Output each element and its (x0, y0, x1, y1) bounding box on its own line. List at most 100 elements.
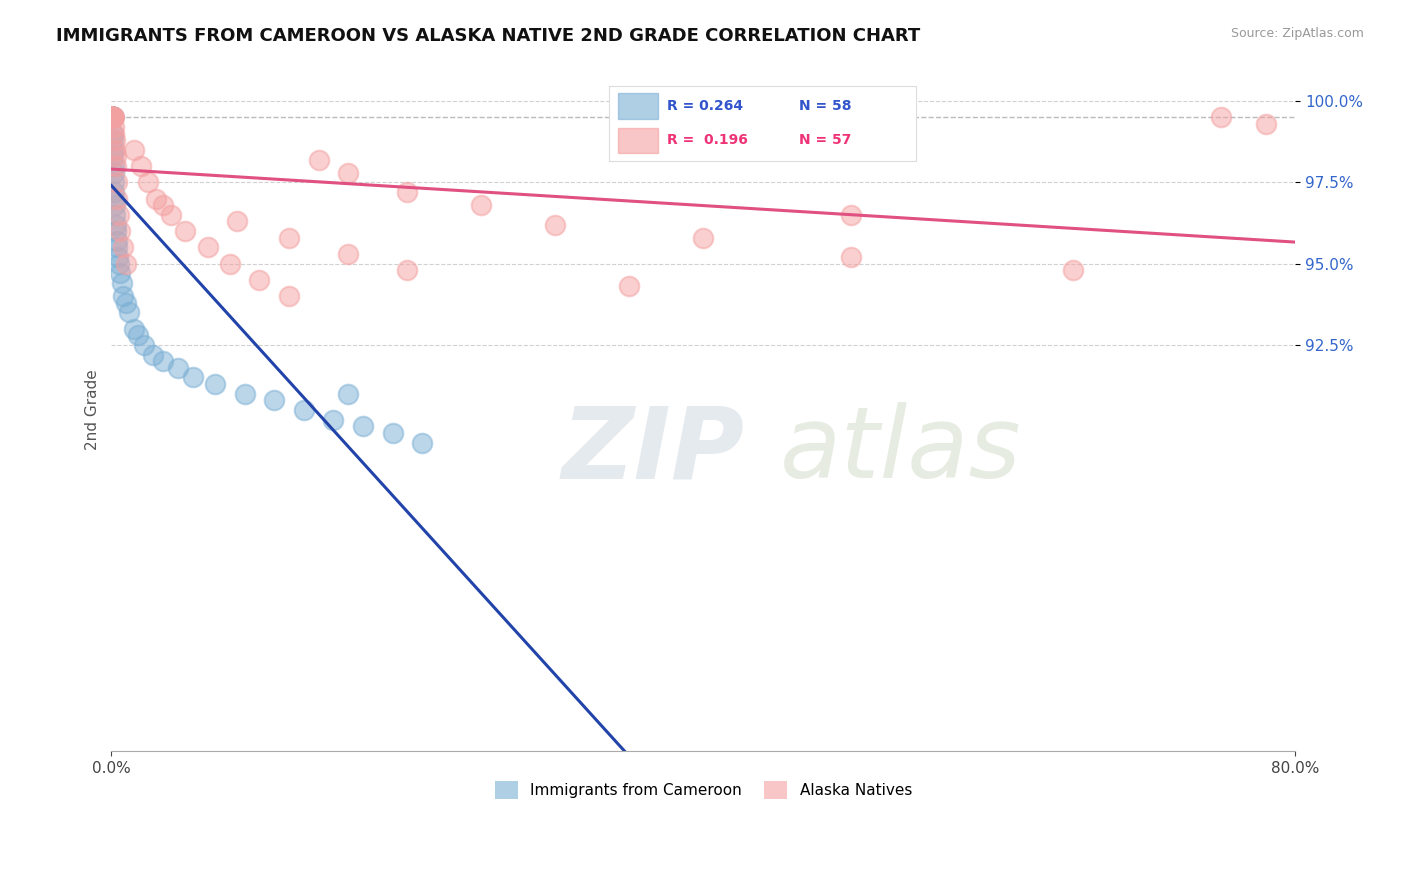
Point (101, 111, 124, 125)
Point (115, 257, 138, 271)
Point (103, 111, 125, 125)
Point (107, 250, 129, 264)
Point (101, 111, 124, 125)
Point (174, 224, 197, 238)
Point (103, 192, 125, 206)
Point (101, 111, 124, 125)
Point (101, 111, 124, 125)
Point (103, 143, 125, 157)
Point (138, 175, 160, 189)
Point (101, 111, 124, 125)
Point (101, 111, 124, 125)
Point (104, 208, 127, 222)
Point (101, 111, 124, 125)
Point (104, 133, 127, 147)
Point (470, 198, 492, 212)
Point (101, 111, 124, 125)
Point (118, 305, 141, 319)
Point (103, 159, 125, 173)
Point (111, 276, 134, 290)
Point (544, 218, 567, 232)
Point (100, 111, 122, 125)
Point (110, 267, 132, 281)
Point (411, 435, 433, 450)
Point (132, 338, 155, 352)
Point (101, 111, 124, 125)
Point (105, 240, 128, 254)
Point (129, 159, 152, 173)
Text: atlas: atlas (780, 402, 1022, 500)
Point (142, 348, 165, 362)
Point (101, 111, 124, 125)
Point (278, 289, 301, 303)
Point (103, 185, 125, 199)
Point (104, 198, 127, 212)
Point (108, 257, 131, 271)
Point (101, 111, 124, 125)
Legend: Immigrants from Cameroon, Alaska Natives: Immigrants from Cameroon, Alaska Natives (488, 774, 918, 805)
Point (619, 279, 641, 293)
Point (292, 403, 315, 417)
Point (167, 360, 190, 375)
Point (103, 133, 125, 147)
Point (103, 120, 125, 134)
Point (101, 111, 124, 125)
Point (101, 111, 124, 125)
Point (226, 214, 249, 228)
Point (1062, 263, 1084, 277)
Point (115, 295, 138, 310)
Point (181, 370, 204, 384)
Point (104, 218, 127, 232)
Point (101, 127, 124, 141)
Point (197, 240, 219, 254)
Point (104, 224, 127, 238)
Point (105, 192, 128, 206)
Point (101, 111, 124, 125)
Point (204, 376, 226, 391)
Point (159, 208, 181, 222)
Point (104, 149, 127, 163)
Point (263, 393, 285, 408)
Point (105, 175, 128, 189)
Point (152, 354, 174, 368)
Point (101, 111, 124, 125)
Point (103, 127, 125, 141)
Text: IMMIGRANTS FROM CAMEROON VS ALASKA NATIVE 2ND GRADE CORRELATION CHART: IMMIGRANTS FROM CAMEROON VS ALASKA NATIV… (56, 27, 921, 45)
Point (101, 111, 124, 125)
Point (218, 257, 240, 271)
Point (103, 165, 125, 179)
Point (233, 386, 256, 401)
Point (103, 111, 125, 125)
Point (839, 208, 862, 222)
Point (101, 111, 124, 125)
Point (396, 185, 419, 199)
Point (104, 143, 127, 157)
Point (101, 111, 124, 125)
Point (110, 224, 132, 238)
Text: Source: ZipAtlas.com: Source: ZipAtlas.com (1230, 27, 1364, 40)
Point (104, 159, 127, 173)
Text: ZIP: ZIP (561, 402, 744, 500)
Point (1211, 111, 1233, 125)
Point (101, 111, 124, 125)
Point (322, 413, 344, 427)
Point (247, 273, 270, 287)
Point (122, 321, 145, 335)
Point (101, 111, 124, 125)
Point (692, 230, 714, 244)
Point (101, 111, 124, 125)
Point (278, 230, 301, 244)
Point (101, 111, 124, 125)
Point (101, 111, 124, 125)
Point (103, 175, 125, 189)
Point (103, 111, 125, 125)
Point (381, 425, 404, 440)
Point (396, 263, 419, 277)
Point (308, 153, 330, 167)
Point (101, 111, 124, 125)
Point (352, 419, 374, 434)
Point (337, 247, 360, 261)
Point (101, 111, 124, 125)
Point (101, 111, 124, 125)
Point (101, 111, 124, 125)
